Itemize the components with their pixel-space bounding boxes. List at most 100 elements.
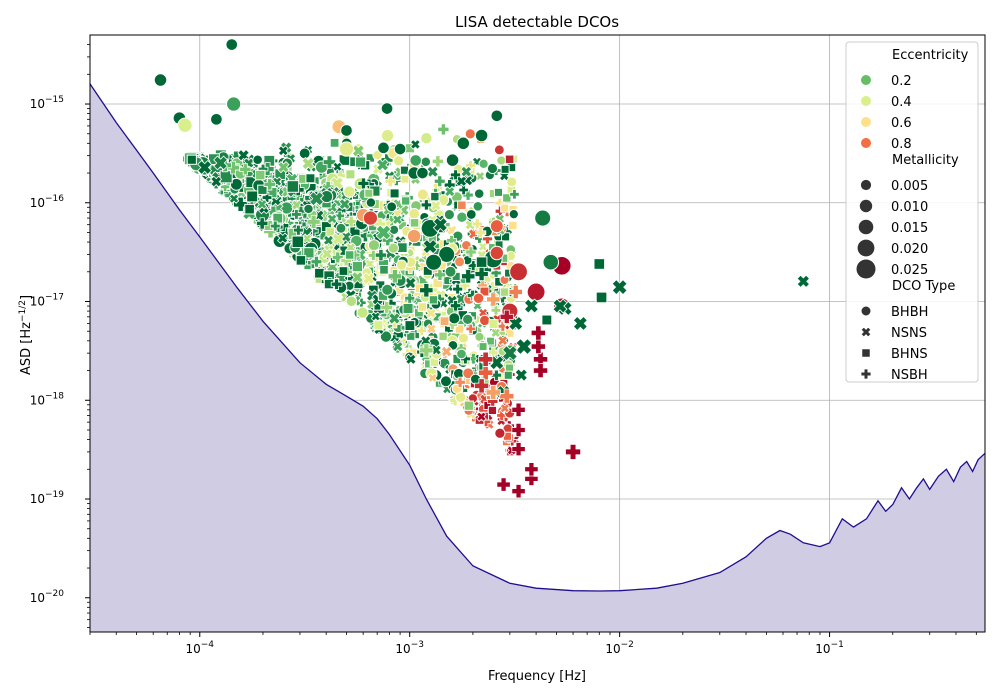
data-points [153,38,811,499]
population-point [494,427,506,439]
plot-area: 10−4 10−3 10−2 10−110−1510−1610−1710−1810−1… [30,34,986,656]
population-point [356,306,369,319]
population-point [335,222,347,234]
population-point [462,367,475,380]
population-point [428,295,439,305]
data-point-bhbh [490,109,504,123]
data-point-nsns [572,315,588,331]
axes-frame [89,34,986,633]
data-point-bhbh [489,219,504,234]
population-point [379,264,389,275]
x-axis-label: Frequency [Hz] [488,669,586,684]
population-point [365,197,377,208]
population-point [474,331,485,342]
population-point [396,259,408,271]
population-point [298,147,311,160]
data-point-nsns [309,191,325,207]
population-point [269,220,281,232]
data-point-nsbh [499,309,514,324]
population-point [391,214,403,226]
data-point-nsbh [530,325,546,341]
population-point [338,198,351,211]
legend-metallicity-label: 0.020 [891,242,928,257]
legend-type-swatch [860,368,872,380]
data-point-bhbh [340,124,353,137]
population-point [387,242,399,254]
population-point [506,176,518,188]
population-point [404,276,417,290]
population-point [405,353,417,365]
population-point [331,251,344,264]
legend-eccentricity-label: 0.4 [891,95,912,110]
population-point [261,192,273,203]
population-point [303,203,314,215]
population-point [465,323,476,334]
population-point [475,227,487,239]
legend-metallicity-swatch [856,259,876,279]
y-tick-exponent: −20 [45,589,64,599]
population-point [373,320,384,331]
x-tick-exponent: −3 [411,640,424,650]
y-tick-base: 10 [30,492,45,506]
data-point-bhbh [474,128,489,143]
legend-metallicity-label: 0.025 [891,263,928,278]
population-point [474,170,486,182]
legend-type-label: BHBH [891,305,928,320]
population-point [464,128,476,140]
population-point [426,323,437,335]
population-point [502,193,512,203]
data-point-bhns [475,256,488,269]
data-point-bhbh [225,38,239,51]
x-tick-base: 10 [395,642,410,656]
legend-type-swatch [861,348,871,358]
data-point-bhbh [210,112,223,126]
population-point [210,175,223,188]
population-point [430,191,440,202]
population-point [400,174,410,184]
data-point-nsbh [511,442,526,457]
population-point [344,250,355,260]
data-point-nsns [552,298,568,314]
population-point [476,411,487,422]
population-point [252,154,263,166]
population-point [246,190,259,203]
legend-metallicity-swatch [857,239,875,257]
population-point [456,211,468,223]
population-point [465,209,477,220]
data-point-nsbh [478,365,494,381]
population-point [401,196,411,206]
legend-eccentricity-label: 0.6 [891,116,912,131]
population-point [454,256,466,268]
population-point [456,348,467,360]
population-point [332,161,343,172]
population-point [409,154,422,167]
population-point [330,278,343,290]
data-point-bhbh [534,209,552,227]
population-point [431,155,444,168]
population-point [345,169,356,180]
population-point [462,313,474,326]
legend-box [845,41,979,383]
legend-metallicity-title: Metallicity [892,153,959,168]
population-point [277,160,290,174]
population-point [496,155,507,166]
population-point [497,335,509,347]
population-point [479,314,491,327]
population-point [420,156,432,168]
population-point [457,332,469,344]
population-point [427,372,438,384]
data-point-bhns [541,314,553,326]
population-point [458,184,469,196]
population-point [500,203,510,213]
population-point [293,224,304,236]
population-point [420,199,432,211]
data-point-nsbh [478,351,494,367]
data-point-bhbh [377,141,390,155]
legend-type-title: DCO Type [892,279,955,294]
population-point [302,233,313,244]
population-point [303,247,315,259]
population-point [452,283,464,295]
population-point [472,200,484,212]
data-point-nsbh [461,269,476,284]
